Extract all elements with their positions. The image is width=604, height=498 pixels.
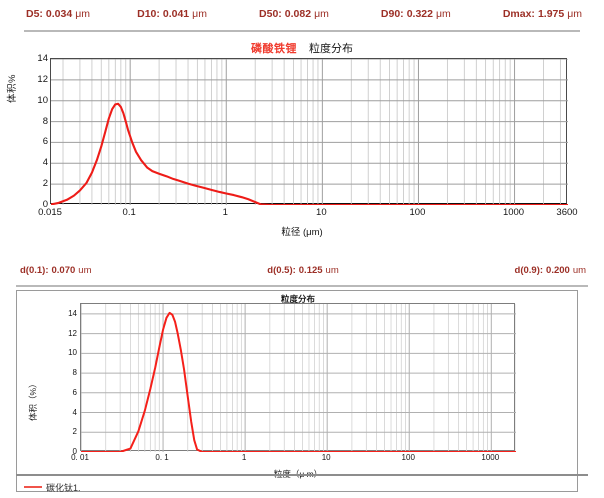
chart1-sample-name: 磷酸铁锂	[251, 43, 297, 55]
chart2-y-tick: 8	[72, 368, 77, 378]
chart2-plot-area	[80, 303, 516, 452]
stat-d5-unit: μm	[75, 8, 90, 20]
chart1-x-tick-labels: 0.015 0.1 1 10 100 1000 3600	[0, 207, 604, 221]
chart2-x-tick: 0. 1	[155, 453, 169, 462]
chart1-y-tick: 2	[42, 178, 48, 190]
chart1-svg	[51, 59, 568, 205]
divider-middle	[16, 285, 588, 287]
stat-d10-key: D10:	[137, 8, 160, 20]
chart1-x-tick: 0.1	[122, 207, 136, 218]
chart1-subtitle: 粒度分布	[309, 43, 353, 55]
chart2-y-tick-labels: 0 2 4 6 8 10 12 14	[51, 297, 77, 459]
chart1-x-tick: 10	[316, 207, 327, 218]
chart1-plot-area	[50, 58, 568, 205]
stat-dmax-unit: μm	[567, 8, 583, 20]
stat-d01-unit: um	[78, 264, 92, 276]
chart2-x-tick: 0. 01	[71, 453, 89, 462]
chart2-y-tick: 12	[68, 328, 77, 338]
stat-bar-primary: D5: 0.034 μm D10: 0.041 μm D50: 0.082 μm…	[0, 0, 604, 28]
stat-d10: D10: 0.041 μm	[137, 8, 207, 20]
chart2-svg	[81, 304, 516, 452]
chart1-x-tick: 100	[409, 207, 426, 218]
chart1-x-tick: 3600	[556, 207, 578, 218]
stat-d10-unit: μm	[192, 8, 207, 20]
stat-d09-value: 0.200	[546, 264, 570, 276]
chart1-y-tick: 6	[42, 136, 48, 148]
chart1-y-tick-labels: 0 2 4 6 8 10 12 14	[18, 52, 48, 210]
chart2-legend: 碳化钛1.	[24, 480, 81, 494]
chart1-x-tick: 0.015	[38, 207, 62, 218]
stat-d90-key: D90:	[380, 8, 404, 20]
stat-d05-unit: um	[325, 264, 339, 276]
stat-d50-value: 0.082	[284, 8, 312, 20]
stat-d50-unit: μm	[314, 8, 329, 20]
stat-dmax-key: Dmax:	[502, 8, 535, 20]
chart2-x-tick: 1000	[481, 453, 500, 462]
chart2-y-tick: 14	[68, 308, 77, 318]
stat-d5: D5: 0.034 μm	[26, 8, 90, 20]
chart2-y-tick: 2	[72, 427, 77, 437]
chart2-x-tick: 100	[401, 453, 415, 462]
chart1-y-tick: 8	[42, 115, 48, 127]
chart1-x-tick: 1000	[502, 207, 525, 218]
divider-top	[24, 30, 580, 32]
stat-dmax: Dmax: 1.975 μm	[503, 8, 582, 20]
stat-d05-key: d(0.5):	[267, 264, 296, 276]
divider-bottom	[16, 474, 588, 476]
chart1-y-tick: 12	[37, 73, 48, 85]
stat-d90: D90: 0.322 μm	[381, 8, 451, 20]
chart1-x-tick: 1	[222, 207, 228, 218]
chart2-x-tick: 10	[321, 453, 331, 462]
chart1-x-axis-label: 粒径 (μm)	[281, 227, 323, 238]
chart1-y-tick: 0	[42, 199, 48, 210]
legend-color-swatch-icon	[24, 486, 42, 488]
chart2-title: 粒度分布	[280, 294, 315, 304]
stat-dmax-value: 1.975	[537, 8, 565, 20]
chart2-panel: 粒度分布 体积（%） 0 2 4 6 8 10 12 14 0. 01 0. 1 1 10 100 10…	[16, 290, 578, 492]
stat-d90-unit: μm	[435, 8, 451, 20]
stat-d90-value: 0.322	[406, 8, 433, 20]
stat-d09: d(0.9): 0.200 um	[515, 265, 586, 276]
chart2-x-tick: 1	[241, 453, 247, 462]
stat-d09-unit: um	[572, 264, 587, 276]
chart2-y-axis-label: 体积（%）	[28, 379, 38, 421]
chart1-y-tick: 14	[37, 53, 48, 64]
stat-d01-value: 0.070	[51, 264, 76, 276]
stat-d09-key: d(0.9):	[514, 264, 544, 276]
chart2-y-tick: 10	[68, 348, 77, 358]
legend-series-label: 碳化钛1.	[46, 482, 81, 493]
chart2-y-tick: 6	[72, 387, 77, 397]
stat-d50-key: D50:	[259, 8, 282, 20]
stat-d05-value: 0.125	[298, 264, 323, 276]
stat-d5-value: 0.034	[45, 8, 73, 20]
chart2-x-tick-labels: 0. 01 0. 1 1 10 100 1000	[17, 453, 579, 465]
chart2-y-tick: 4	[72, 407, 77, 417]
section-tic: d(0.1): 0.070 um d(0.5): 0.125 um d(0.9)…	[0, 252, 604, 498]
stat-d5-key: D5:	[26, 8, 43, 20]
chart1-y-axis-label: 体积%	[7, 74, 18, 103]
stat-d01: d(0.1): 0.070 um	[20, 265, 91, 276]
stat-d05: d(0.5): 0.125 um	[267, 265, 338, 276]
chart1-y-tick: 4	[42, 157, 48, 169]
chart1-title: 磷酸铁锂 粒度分布	[0, 40, 604, 56]
chart1-y-tick: 10	[37, 94, 48, 106]
stat-d01-key: d(0.1):	[20, 264, 49, 276]
stat-bar-secondary: d(0.1): 0.070 um d(0.5): 0.125 um d(0.9)…	[0, 260, 604, 280]
stat-d50: D50: 0.082 μm	[259, 8, 329, 20]
stat-d10-value: 0.041	[162, 8, 190, 20]
section-lifepo4: D5: 0.034 μm D10: 0.041 μm D50: 0.082 μm…	[0, 0, 604, 240]
chart2-y-tick: 0	[72, 447, 77, 456]
